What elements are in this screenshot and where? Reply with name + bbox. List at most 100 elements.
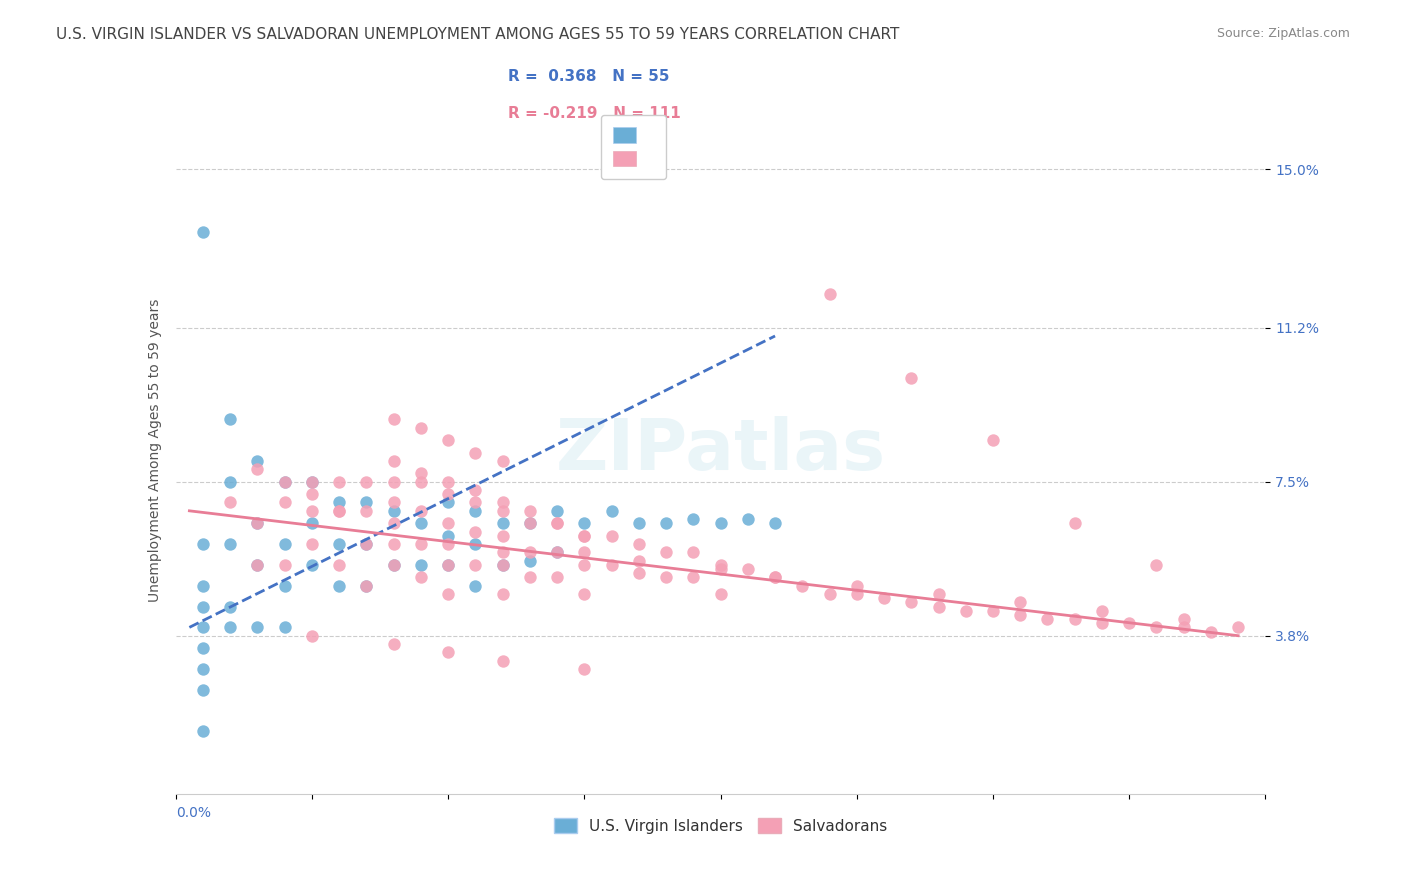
Point bbox=[955, 604, 977, 618]
Point bbox=[409, 570, 432, 584]
Point bbox=[546, 545, 568, 559]
Point bbox=[409, 516, 432, 531]
Point bbox=[710, 587, 733, 601]
Point bbox=[191, 225, 214, 239]
Point bbox=[492, 516, 515, 531]
Point bbox=[546, 570, 568, 584]
Point bbox=[464, 579, 486, 593]
Point bbox=[191, 682, 214, 697]
Point bbox=[1010, 595, 1032, 609]
Point bbox=[1091, 616, 1114, 631]
Point bbox=[219, 495, 242, 509]
Point bbox=[519, 516, 541, 531]
Point bbox=[274, 579, 297, 593]
Point bbox=[246, 462, 269, 476]
Point bbox=[600, 558, 623, 572]
Point bbox=[464, 504, 486, 518]
Point bbox=[1091, 604, 1114, 618]
Point bbox=[356, 537, 378, 551]
Point bbox=[274, 537, 297, 551]
Point bbox=[382, 495, 405, 509]
Point bbox=[1144, 558, 1167, 572]
Point bbox=[437, 475, 460, 489]
Point bbox=[1118, 616, 1140, 631]
Point bbox=[492, 587, 515, 601]
Point bbox=[409, 475, 432, 489]
Point bbox=[546, 516, 568, 531]
Point bbox=[763, 516, 786, 531]
Point bbox=[437, 558, 460, 572]
Point bbox=[710, 562, 733, 576]
Point bbox=[546, 516, 568, 531]
Text: 0.0%: 0.0% bbox=[176, 806, 211, 821]
Point bbox=[328, 504, 350, 518]
Point bbox=[574, 662, 596, 676]
Point bbox=[928, 587, 950, 601]
Point bbox=[574, 529, 596, 543]
Text: U.S. VIRGIN ISLANDER VS SALVADORAN UNEMPLOYMENT AMONG AGES 55 TO 59 YEARS CORREL: U.S. VIRGIN ISLANDER VS SALVADORAN UNEMP… bbox=[56, 27, 900, 42]
Point bbox=[301, 537, 323, 551]
Point bbox=[600, 504, 623, 518]
Point bbox=[274, 475, 297, 489]
Point bbox=[409, 467, 432, 481]
Point bbox=[246, 516, 269, 531]
Point bbox=[710, 516, 733, 531]
Point bbox=[219, 620, 242, 634]
Point bbox=[356, 579, 378, 593]
Point bbox=[437, 495, 460, 509]
Point bbox=[519, 545, 541, 559]
Point bbox=[682, 570, 704, 584]
Point bbox=[627, 537, 650, 551]
Point bbox=[1199, 624, 1222, 639]
Point bbox=[492, 454, 515, 468]
Point bbox=[301, 516, 323, 531]
Point bbox=[301, 487, 323, 501]
Point bbox=[328, 495, 350, 509]
Point bbox=[437, 645, 460, 659]
Text: Source: ZipAtlas.com: Source: ZipAtlas.com bbox=[1216, 27, 1350, 40]
Point bbox=[981, 604, 1004, 618]
Point bbox=[546, 504, 568, 518]
Point bbox=[301, 629, 323, 643]
Point bbox=[409, 537, 432, 551]
Point bbox=[1010, 607, 1032, 622]
Point bbox=[437, 587, 460, 601]
Point bbox=[219, 537, 242, 551]
Point bbox=[301, 475, 323, 489]
Point bbox=[246, 620, 269, 634]
Point bbox=[1063, 612, 1085, 626]
Point bbox=[409, 420, 432, 434]
Point bbox=[818, 287, 841, 301]
Point bbox=[191, 662, 214, 676]
Point bbox=[1173, 612, 1195, 626]
Point bbox=[191, 599, 214, 614]
Point bbox=[382, 454, 405, 468]
Point bbox=[519, 516, 541, 531]
Point bbox=[519, 570, 541, 584]
Point bbox=[574, 587, 596, 601]
Point bbox=[246, 558, 269, 572]
Point bbox=[301, 475, 323, 489]
Point bbox=[274, 475, 297, 489]
Point bbox=[191, 620, 214, 634]
Point bbox=[655, 545, 678, 559]
Point bbox=[574, 516, 596, 531]
Text: R = -0.219   N = 111: R = -0.219 N = 111 bbox=[508, 106, 681, 121]
Point bbox=[1173, 620, 1195, 634]
Point bbox=[382, 475, 405, 489]
Point bbox=[328, 504, 350, 518]
Point bbox=[246, 558, 269, 572]
Point bbox=[464, 445, 486, 459]
Point bbox=[328, 579, 350, 593]
Point bbox=[274, 620, 297, 634]
Point bbox=[356, 475, 378, 489]
Point bbox=[763, 570, 786, 584]
Point bbox=[464, 524, 486, 539]
Point bbox=[464, 558, 486, 572]
Point bbox=[246, 454, 269, 468]
Point bbox=[737, 562, 759, 576]
Point bbox=[437, 537, 460, 551]
Point bbox=[356, 495, 378, 509]
Text: R =  0.368   N = 55: R = 0.368 N = 55 bbox=[508, 69, 669, 84]
Point bbox=[546, 545, 568, 559]
